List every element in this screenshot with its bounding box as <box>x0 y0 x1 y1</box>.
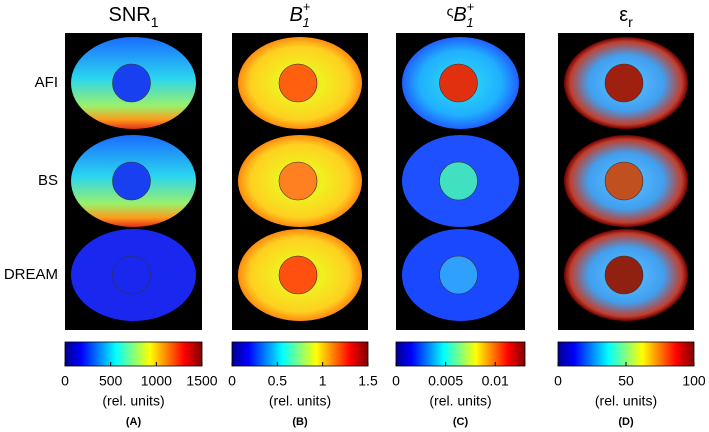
colorbar <box>395 341 526 367</box>
column-title: εr <box>619 4 633 29</box>
map-insert <box>604 161 644 201</box>
colorbar-tick-label: 0 <box>554 373 562 389</box>
colorbar-tick-label: 500 <box>99 373 123 389</box>
row-label: DREAM <box>4 266 58 283</box>
colorbar-tick-label: 0.01 <box>482 373 509 389</box>
panel-letter: (A) <box>126 416 142 428</box>
colorbar-tick-label: 0.5 <box>268 373 288 389</box>
map-insert <box>439 255 478 295</box>
map-insert <box>604 255 644 295</box>
column-title: SNR1 <box>108 4 158 29</box>
title-base: ε <box>619 4 628 26</box>
column-title: ςB+ 1 <box>447 0 475 30</box>
row-label: AFI <box>35 74 58 91</box>
map-insert <box>278 255 318 295</box>
title-base: B <box>290 4 303 26</box>
colorbar-tick-label: 0.005 <box>428 373 463 389</box>
title-sub: r <box>628 14 633 30</box>
map-insert <box>439 161 478 201</box>
colorbar <box>64 341 203 367</box>
colorbar-tick-label: 0 <box>228 373 236 389</box>
map-insert <box>112 161 151 201</box>
colorbar-tick-label: 50 <box>618 373 634 389</box>
colorbar <box>231 341 369 367</box>
title-sup: + <box>303 0 311 14</box>
colorbar-label: (rel. units) <box>429 393 491 409</box>
colorbar-tick-label: 1000 <box>141 373 172 389</box>
row-label: BS <box>38 172 58 189</box>
map-insert <box>112 255 151 295</box>
colorbar-tick-label: 100 <box>682 373 706 389</box>
title-prefix: ς <box>447 3 454 19</box>
title-sup: + <box>467 0 475 14</box>
title-sub: 1 <box>302 15 309 30</box>
title-sub: 1 <box>151 14 159 30</box>
map-insert <box>112 63 151 103</box>
colorbar-tick-label: 1500 <box>186 373 217 389</box>
colorbar-label: (rel. units) <box>595 393 657 409</box>
panel-letter: (C) <box>453 416 469 428</box>
column-title: B+ 1 <box>290 0 311 30</box>
colorbar-tick-label: 0 <box>392 373 400 389</box>
map-insert <box>604 63 644 103</box>
map-insert <box>278 63 318 103</box>
panel-letter: (D) <box>618 416 634 428</box>
colorbar-tick-label: 1.5 <box>358 373 378 389</box>
colorbar-label: (rel. units) <box>102 393 164 409</box>
panel-letter: (B) <box>292 416 308 428</box>
title-base: B <box>453 4 466 26</box>
colorbar-tick-label: 0 <box>61 373 69 389</box>
map-insert <box>278 161 318 201</box>
title-base: SNR <box>108 4 150 26</box>
colorbar-tick-label: 1 <box>319 373 327 389</box>
colorbar-label: (rel. units) <box>269 393 331 409</box>
title-sub: 1 <box>466 15 473 30</box>
map-insert <box>439 63 478 103</box>
